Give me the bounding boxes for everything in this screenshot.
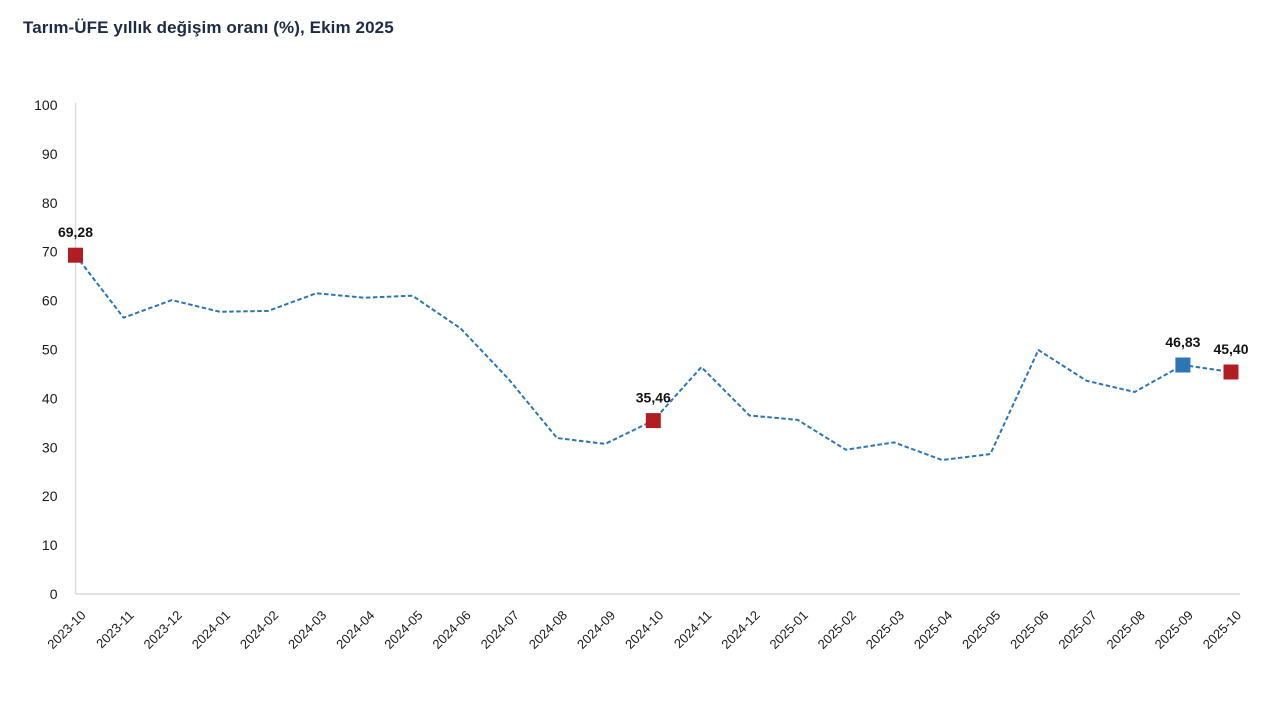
x-tick-label: 2024-09 [574,608,618,652]
data-point-label: 45,40 [1213,341,1248,357]
y-tick-label: 40 [42,390,58,406]
data-point-label: 35,46 [636,390,671,406]
x-tick-label: 2024-11 [671,608,715,652]
x-tick-label: 2024-02 [237,608,281,652]
data-point-marker-red [68,247,83,263]
y-tick-label: 90 [42,146,58,162]
y-tick-label: 50 [42,342,58,358]
data-point-marker-red [1223,364,1239,380]
x-tick-label: 2024-07 [478,608,522,652]
x-tick-label: 2025-03 [863,608,907,652]
x-tick-label: 2023-10 [44,608,88,652]
y-tick-label: 30 [42,439,58,455]
x-tick-label: 2024-04 [333,608,377,652]
data-point-marker-blue [1175,357,1191,373]
x-tick-label: 2025-07 [1055,608,1099,652]
x-tick-label: 2024-06 [429,608,473,652]
x-tick-label: 2025-10 [1200,608,1244,652]
y-tick-label: 60 [42,293,58,309]
y-tick-label: 10 [42,537,58,553]
axes [74,103,1240,595]
x-tick-label: 2023-12 [141,608,185,652]
x-tick-label: 2024-03 [285,608,329,652]
data-point-label: 69,28 [58,224,93,240]
y-axis-ticks: 0 10 20 30 40 50 60 70 80 90 100 [34,97,58,602]
x-tick-label: 2024-08 [526,608,570,652]
series-line [74,254,1232,461]
x-tick-label: 2024-01 [189,608,233,652]
highlight-points: 69,28 35,46 46,83 45,40 [58,224,1249,429]
y-tick-label: 0 [50,586,58,602]
y-tick-label: 100 [34,97,58,113]
x-tick-label: 2023-11 [93,608,137,652]
x-tick-label: 2025-08 [1103,608,1147,652]
x-axis-ticks: 2023-10 2023-11 2023-12 2024-01 2024-02 2024-… [44,608,1244,652]
x-tick-label: 2025-02 [815,608,859,652]
x-tick-label: 2024-10 [622,608,666,652]
y-tick-label: 70 [42,244,58,260]
data-point-marker-red [645,413,661,429]
x-tick-label: 2025-06 [1007,608,1051,652]
x-tick-label: 2024-05 [381,608,425,652]
x-tick-label: 2025-05 [959,608,1003,652]
data-point-label: 46,83 [1165,334,1200,350]
y-tick-label: 80 [42,195,58,211]
x-tick-label: 2024-12 [718,608,762,652]
y-tick-label: 20 [42,488,58,504]
x-tick-label: 2025-04 [911,608,955,652]
x-tick-label: 2025-01 [766,608,810,652]
chart-title: Tarım-ÜFE yıllık değişim oranı (%), Ekim… [23,18,394,37]
x-tick-label: 2025-09 [1152,608,1196,652]
